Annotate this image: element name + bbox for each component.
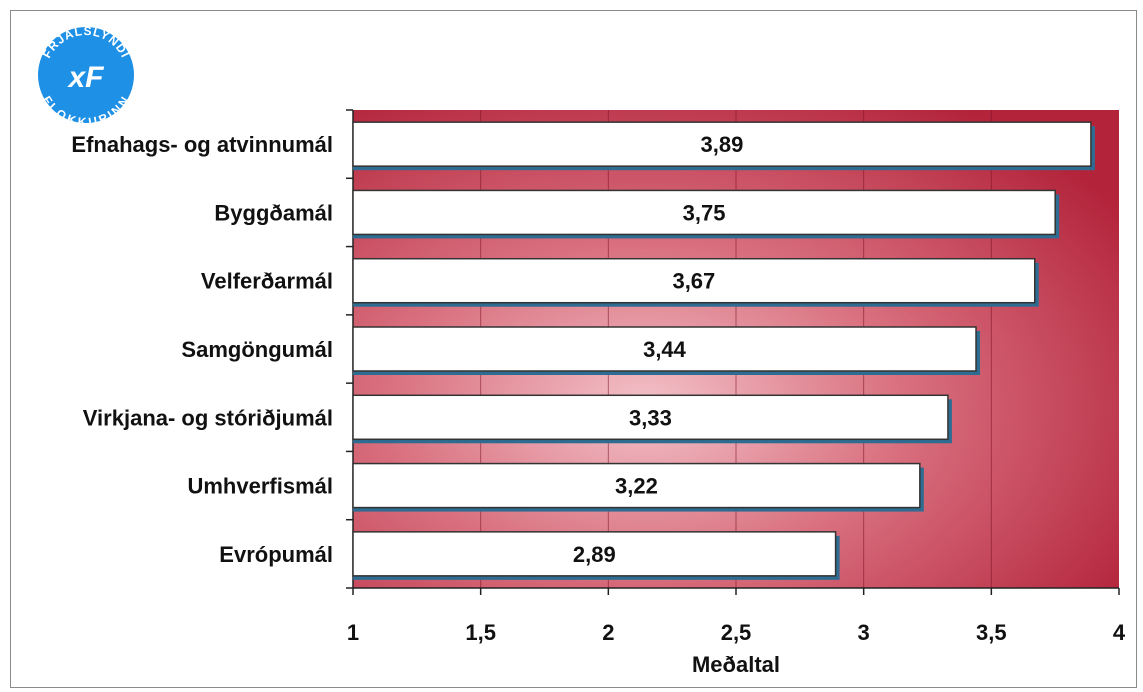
bar [352,257,1036,304]
logo-mark: xF [66,61,104,94]
category-label: Efnahags- og atvinnumál [71,132,333,157]
bar [352,189,1056,236]
labels: 1 1,5 2 2,5 3 3,5 4 3,89 Efnahags- og atvinnumál… [71,132,1125,645]
bar [352,326,977,372]
category-label: Byggðamál [214,200,333,225]
bar [352,531,837,577]
x-tick-label: 3 [858,620,870,645]
x-tick-label: 1 [347,620,359,645]
bar-value-label: 3,67 [672,269,715,294]
x-tick-label: 4 [1113,620,1126,645]
bar [352,394,949,441]
x-tick-label: 2 [602,620,614,645]
bars [352,121,1095,580]
x-tick-label: 2,5 [721,620,752,645]
bar-value-label: 3,44 [643,337,687,362]
category-label: Samgöngumál [181,337,333,362]
bar-value-label: 3,33 [629,405,672,430]
x-axis-title: Meðaltal [692,652,780,677]
x-tick-label: 3,5 [976,620,1007,645]
logo-circle [38,27,134,123]
bar-value-label: 2,89 [573,542,616,567]
x-tick-label: 1,5 [465,620,496,645]
category-label: Evrópumál [219,542,333,567]
bar-value-label: 3,75 [683,200,726,225]
party-logo: FRJÁLSLYNDI FLOKKURINN xF [38,25,134,125]
bar-value-label: 3,89 [701,132,744,157]
category-label: Velferðarmál [201,269,333,294]
category-label: Virkjana- og stóriðjumál [83,405,333,430]
bar-value-label: 3,22 [615,474,658,499]
bar [352,121,1092,167]
category-label: Umhverfismál [187,474,333,499]
bar [352,462,921,509]
